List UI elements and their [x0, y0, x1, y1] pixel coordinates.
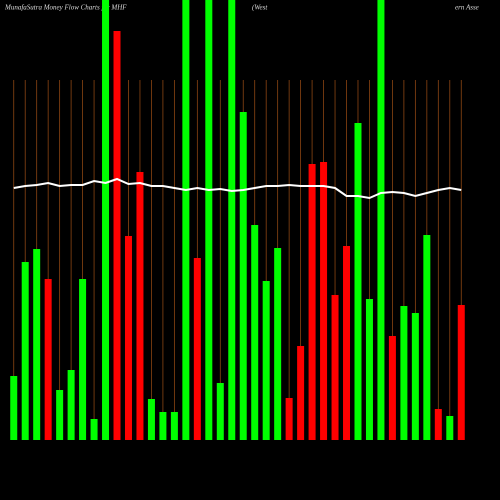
bar — [147, 399, 155, 440]
bar — [457, 305, 465, 440]
bar — [136, 172, 144, 440]
bar — [124, 236, 132, 440]
bar — [193, 258, 201, 440]
bar — [423, 235, 431, 440]
bar — [67, 370, 75, 440]
bar — [434, 409, 442, 440]
bar — [33, 249, 41, 440]
bar — [239, 112, 247, 440]
bar — [331, 295, 339, 440]
bar — [377, 0, 385, 440]
bar — [411, 313, 419, 440]
bar — [388, 336, 396, 440]
bar — [182, 0, 190, 440]
bar — [21, 262, 29, 440]
bar — [10, 376, 18, 440]
bar — [285, 398, 293, 440]
money-flow-line — [13, 177, 462, 200]
bar — [354, 123, 362, 440]
bar — [79, 279, 87, 440]
bar — [205, 0, 213, 440]
bar — [228, 0, 236, 440]
bar — [320, 162, 328, 440]
bar — [113, 31, 121, 440]
bar — [170, 412, 178, 440]
bar — [297, 346, 305, 440]
bar — [251, 225, 259, 440]
bar — [343, 246, 351, 440]
chart-subtitle: ern Asse — [455, 4, 479, 12]
bar — [216, 383, 224, 440]
chart-subtitle: (West — [252, 4, 268, 12]
bar — [262, 281, 270, 440]
bar — [274, 248, 282, 440]
bar — [56, 390, 64, 440]
chart-title: MunafaSutra Money Flow Charts for MHF — [4, 4, 127, 12]
bar — [44, 279, 52, 440]
bar — [446, 416, 454, 440]
bar — [102, 0, 110, 440]
bar — [308, 164, 316, 440]
bar — [159, 412, 167, 440]
bar — [400, 306, 408, 440]
bar — [90, 419, 98, 440]
bar — [365, 299, 373, 440]
